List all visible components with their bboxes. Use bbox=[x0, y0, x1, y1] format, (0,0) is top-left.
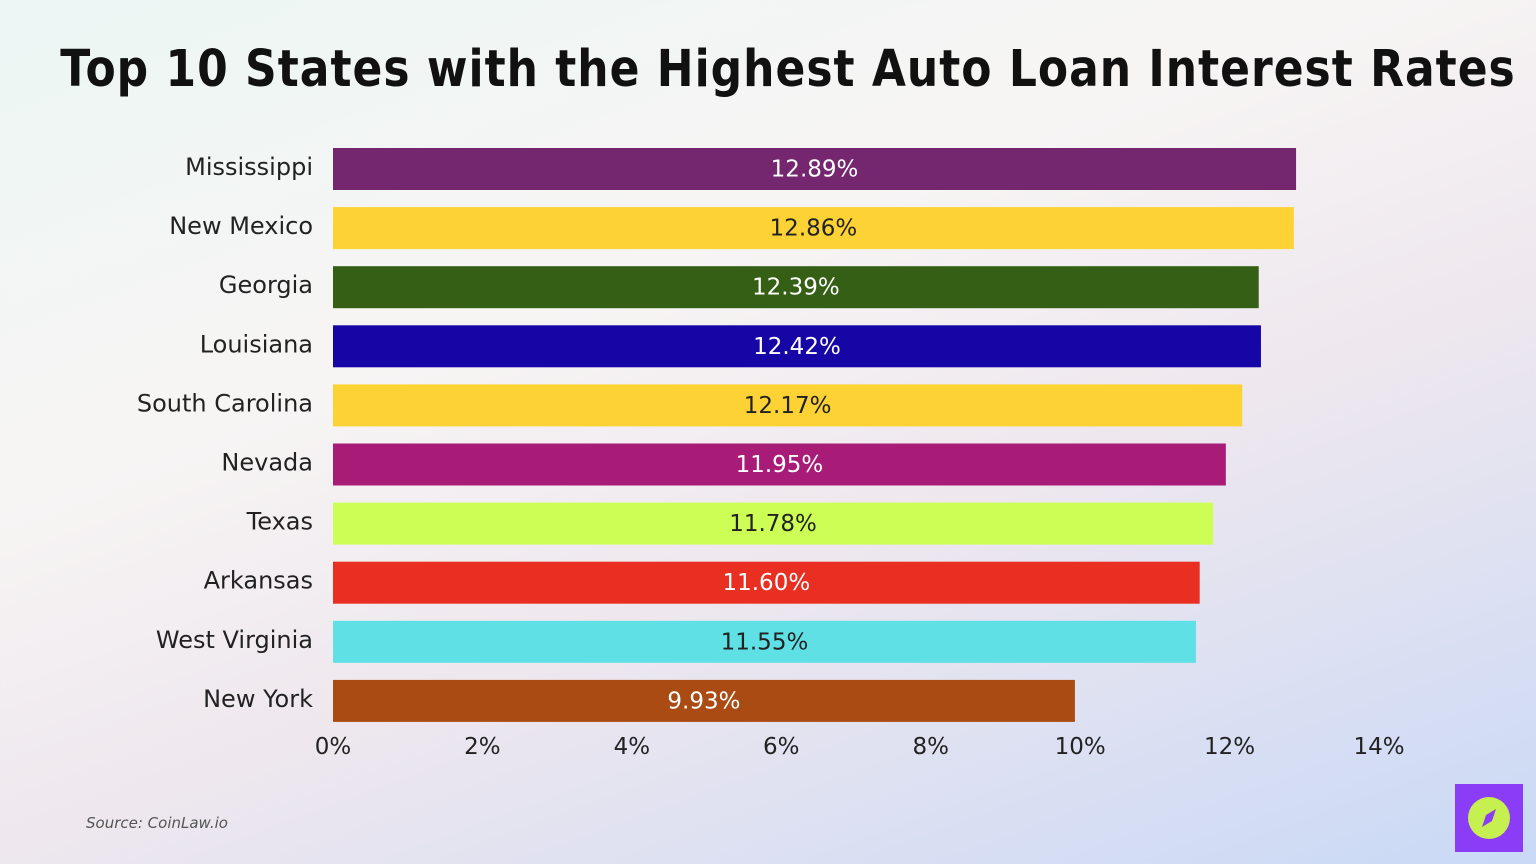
bar-louisiana bbox=[333, 325, 1261, 368]
category-label: Mississippi bbox=[185, 153, 313, 181]
bar-west-virginia bbox=[333, 620, 1196, 663]
category-label: Nevada bbox=[221, 449, 313, 477]
source-note: Source: CoinLaw.io bbox=[86, 814, 228, 832]
x-tick-label: 14% bbox=[1353, 734, 1404, 760]
category-label: Georgia bbox=[219, 271, 313, 299]
bar-south-carolina bbox=[333, 384, 1243, 427]
category-label: New York bbox=[203, 685, 313, 713]
data-label: 11.95% bbox=[736, 452, 824, 478]
data-label: 12.17% bbox=[744, 393, 832, 419]
x-tick-label: 8% bbox=[912, 734, 949, 760]
x-tick-label: 2% bbox=[464, 734, 501, 760]
bar-georgia bbox=[333, 266, 1259, 309]
category-label: West Virginia bbox=[156, 626, 313, 654]
x-tick-label: 12% bbox=[1204, 734, 1255, 760]
bar-new-mexico bbox=[333, 207, 1294, 250]
data-label: 12.86% bbox=[770, 216, 858, 242]
data-label: 12.42% bbox=[753, 334, 841, 360]
data-label: 12.89% bbox=[771, 157, 859, 183]
bar-nevada bbox=[333, 443, 1226, 486]
category-label: Louisiana bbox=[200, 330, 313, 358]
data-label: 11.78% bbox=[729, 511, 817, 537]
category-label: Arkansas bbox=[204, 567, 313, 595]
category-label: South Carolina bbox=[137, 389, 313, 417]
category-label: New Mexico bbox=[169, 212, 313, 240]
x-tick-label: 6% bbox=[763, 734, 800, 760]
x-tick-label: 0% bbox=[315, 734, 352, 760]
brand-logo bbox=[1455, 784, 1523, 852]
chart-title: Top 10 States with the Highest Auto Loan… bbox=[60, 40, 1516, 99]
category-label: Texas bbox=[246, 508, 313, 536]
bar-arkansas bbox=[333, 561, 1200, 604]
data-label: 11.55% bbox=[721, 629, 809, 655]
bar-new-york bbox=[333, 679, 1075, 722]
data-label: 11.60% bbox=[722, 570, 810, 596]
x-tick-label: 4% bbox=[614, 734, 651, 760]
compass-icon bbox=[1468, 797, 1510, 839]
bar-texas bbox=[333, 502, 1214, 545]
bar-mississippi bbox=[333, 148, 1297, 190]
data-label: 12.39% bbox=[752, 275, 840, 301]
data-label: 9.93% bbox=[667, 688, 740, 714]
x-tick-label: 10% bbox=[1055, 734, 1106, 760]
